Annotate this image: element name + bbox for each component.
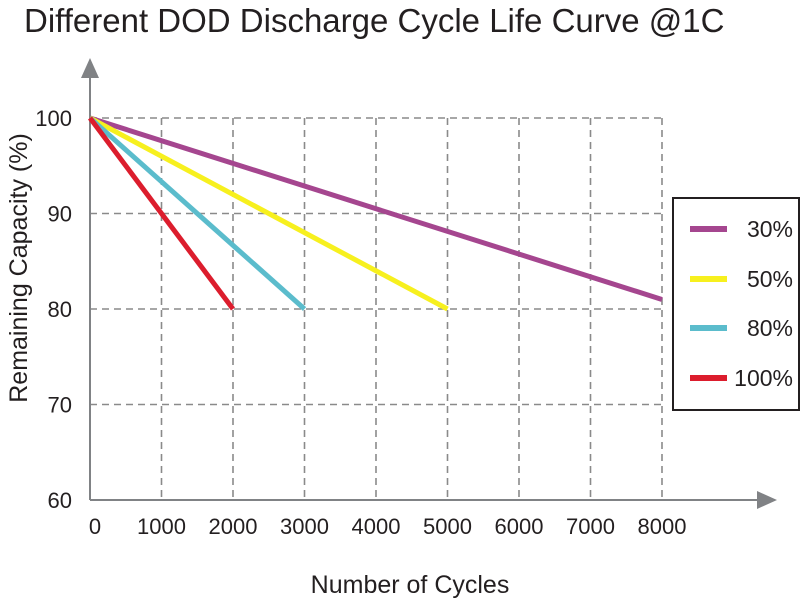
x-tick-label: 3000 — [280, 514, 329, 539]
legend-label: 100% — [734, 365, 793, 391]
series-lines — [87, 115, 663, 312]
axes — [81, 58, 777, 509]
tick-labels: 0 1000 2000 3000 4000 5000 6000 7000 8000 60 70 80 9… — [35, 106, 686, 539]
y-tick-label: 90 — [48, 202, 72, 227]
y-tick-label: 100 — [35, 106, 72, 131]
x-tick-label: 5000 — [423, 514, 472, 539]
y-axis-arrow — [81, 58, 99, 78]
chart-title: Different DOD Discharge Cycle Life Curve… — [24, 2, 725, 39]
x-tick-label: 2000 — [209, 514, 258, 539]
series-line-50-percent — [88, 115, 449, 312]
series-line-30-percent — [89, 115, 663, 302]
legend-label: 80% — [747, 315, 793, 341]
x-axis-title: Number of Cycles — [311, 571, 510, 599]
legend-label: 30% — [747, 216, 793, 242]
y-tick-label: 60 — [48, 488, 72, 513]
x-axis-arrow — [757, 491, 777, 509]
y-tick-label: 80 — [48, 297, 72, 322]
x-tick-label: 7000 — [566, 514, 615, 539]
legend: 30% 50% 80% 100% — [672, 197, 800, 411]
x-tick-label: 1000 — [137, 514, 186, 539]
grid-lines — [90, 117, 663, 500]
x-tick-label: 4000 — [352, 514, 401, 539]
series-line-80-percent — [88, 116, 307, 311]
series-line-100-percent — [87, 116, 236, 311]
x-tick-label: 6000 — [495, 514, 544, 539]
x-tick-label: 0 — [89, 514, 101, 539]
legend-label: 50% — [747, 266, 793, 292]
legend-box — [672, 197, 800, 411]
y-tick-label: 70 — [48, 393, 72, 418]
y-axis-title: Remaining Capacity (%) — [5, 133, 33, 403]
x-tick-label: 8000 — [638, 514, 687, 539]
